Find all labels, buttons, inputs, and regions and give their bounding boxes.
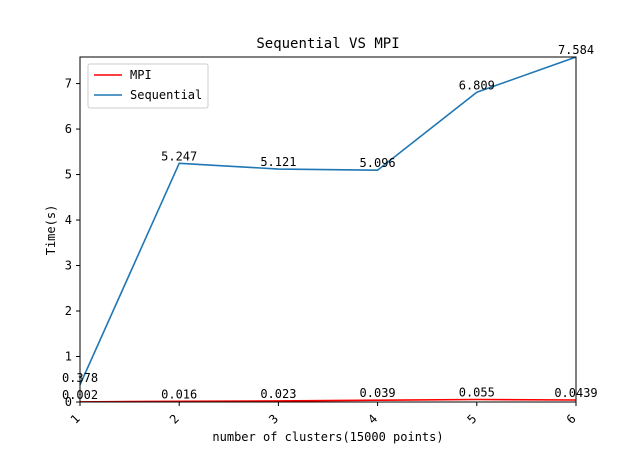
data-label-sequential: 5.247 (161, 149, 197, 163)
chart-title: Sequential VS MPI (256, 36, 399, 52)
plot-frame (79, 56, 577, 403)
y-tick-label: 6 (65, 122, 72, 136)
legend-label-sequential: Sequential (130, 88, 202, 102)
y-axis-label: Time(s) (44, 205, 58, 256)
data-label-sequential: 5.096 (360, 156, 396, 170)
data-label-sequential: 6.809 (459, 78, 495, 92)
data-label-mpi: 0.016 (161, 387, 197, 401)
y-tick-label: 4 (65, 213, 72, 227)
y-tick-label: 7 (65, 77, 72, 91)
x-axis-label: number of clusters(15000 points) (212, 430, 443, 444)
y-tick-label: 1 (65, 350, 72, 364)
y-tick-label: 0 (65, 395, 72, 409)
data-label-sequential: 7.584 (558, 43, 594, 57)
y-tick-label: 5 (65, 168, 72, 182)
legend-label-mpi: MPI (130, 68, 152, 82)
data-label-sequential: 5.121 (260, 155, 296, 169)
series-line-sequential (80, 57, 576, 386)
data-label-mpi: 0.055 (459, 385, 495, 399)
y-tick-label: 3 (65, 259, 72, 273)
legend: MPI Sequential (87, 63, 209, 109)
data-label-mpi: 0.023 (260, 387, 296, 401)
series-line-mpi (80, 398, 576, 402)
y-tick-label: 2 (65, 304, 72, 318)
data-label-mpi: 0.039 (360, 386, 396, 400)
